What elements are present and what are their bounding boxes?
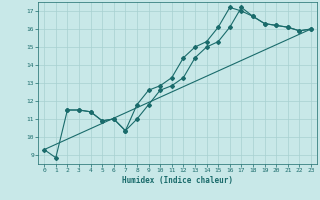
X-axis label: Humidex (Indice chaleur): Humidex (Indice chaleur) [122,176,233,185]
